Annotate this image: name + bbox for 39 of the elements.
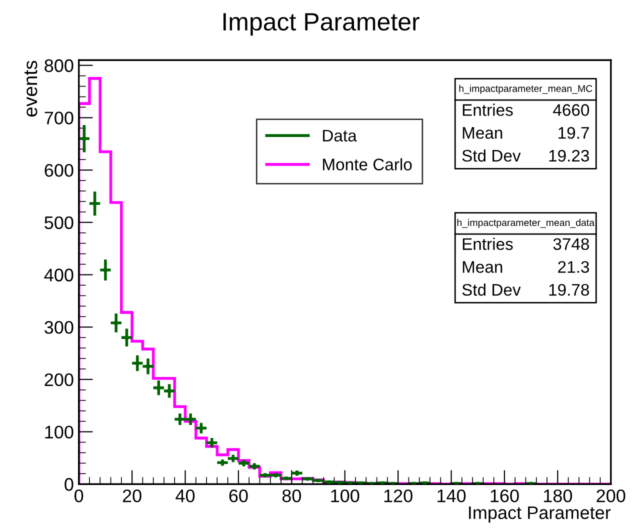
x-axis-title: Impact Parameter [469, 506, 611, 523]
x-tick-label: 80 [282, 489, 301, 502]
annotation: 19.23 [549, 150, 589, 162]
y-tick-label: 100 [45, 426, 74, 438]
annotation: Mean [462, 127, 502, 139]
x-tick-label: 140 [438, 489, 466, 502]
annotation: h_impactparameter_mean_MC [459, 84, 592, 94]
annotation: Std Dev [462, 284, 521, 296]
x-tick-label: 0 [74, 489, 84, 502]
annotation: h_impactparameter_mean_data [457, 218, 595, 228]
x-tick-label: 40 [176, 489, 195, 502]
y-tick-label: 800 [44, 59, 74, 72]
x-tick-label: 120 [384, 489, 412, 502]
y-tick-label: 500 [44, 216, 74, 230]
x-tick-label: 200 [596, 489, 626, 502]
legend-label: Monte Carlo [323, 158, 412, 170]
annotation: Entries [462, 238, 513, 250]
y-tick-label: 600 [44, 164, 74, 177]
chart-title: Impact Parameter [223, 13, 420, 36]
annotation: 19.78 [549, 284, 589, 296]
y-tick-label: 400 [44, 268, 74, 282]
annotation: 3748 [553, 238, 589, 250]
annotation: 4660 [553, 104, 590, 116]
annotation: Entries [462, 104, 513, 116]
x-tick-label: 20 [122, 489, 142, 502]
annotation: Mean [462, 261, 502, 273]
x-tick-label: 180 [544, 489, 572, 502]
legend-label: Data [323, 130, 357, 142]
annotation: Std Dev [462, 149, 521, 162]
y-tick-label: 700 [44, 112, 74, 124]
y-tick-label: 0 [64, 478, 74, 491]
y-tick-label: 200 [44, 373, 74, 386]
annotation: 19.7 [558, 127, 589, 139]
y-tick-label: 300 [44, 321, 74, 334]
x-tick-label: 160 [490, 489, 519, 502]
annotation: 21.3 [558, 261, 589, 273]
x-tick-label: 60 [229, 489, 248, 502]
y-axis-title: events [24, 60, 38, 117]
x-tick-label: 100 [331, 489, 360, 502]
